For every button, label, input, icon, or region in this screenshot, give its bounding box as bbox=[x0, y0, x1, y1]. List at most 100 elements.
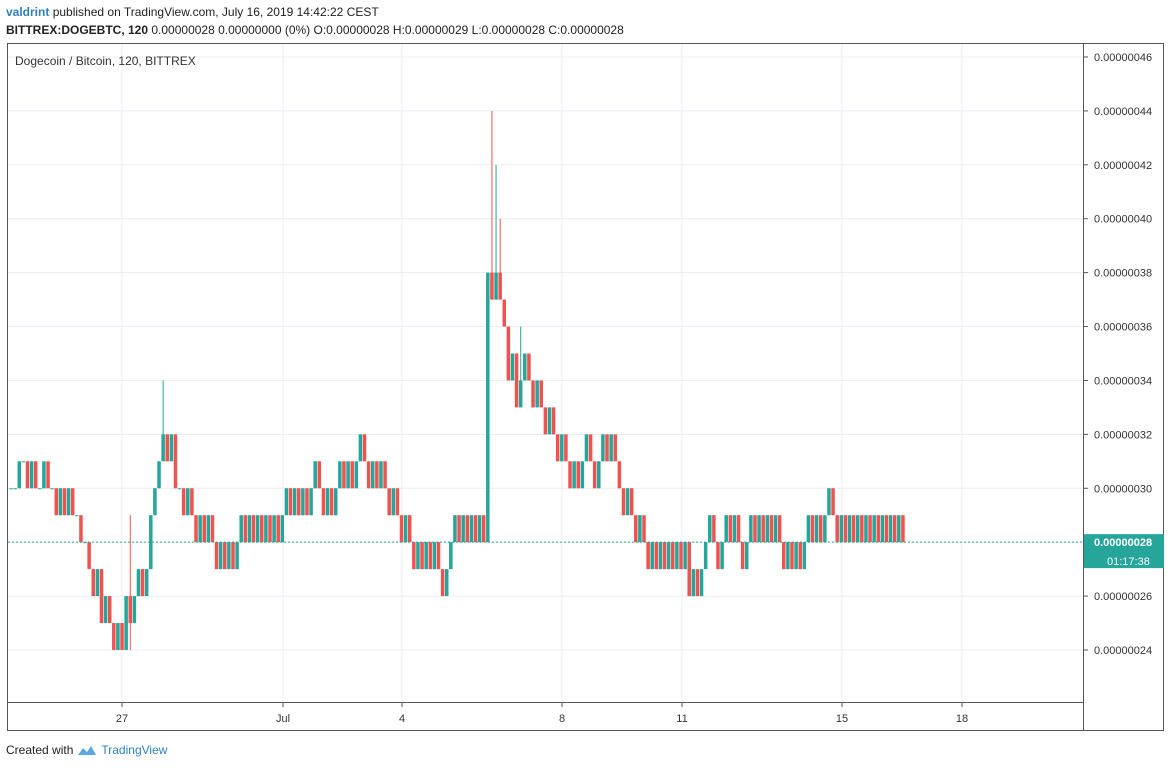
candle-body bbox=[638, 515, 642, 543]
candle-body bbox=[518, 380, 523, 408]
y-tick-label: 0.00000032 bbox=[1094, 429, 1152, 441]
candle-body bbox=[260, 515, 264, 543]
candle-body bbox=[646, 542, 650, 570]
x-tick-label: 15 bbox=[836, 713, 848, 725]
candle-body bbox=[605, 434, 609, 462]
candle-body bbox=[888, 515, 893, 543]
candle-body bbox=[572, 461, 576, 489]
candle-body bbox=[157, 461, 161, 489]
candle-body bbox=[576, 461, 581, 489]
candle-body bbox=[588, 434, 593, 462]
candle-body bbox=[33, 461, 38, 489]
candle-body bbox=[297, 488, 301, 516]
price-axis[interactable] bbox=[1084, 43, 1164, 731]
candle-body bbox=[350, 461, 354, 489]
candle-body bbox=[268, 515, 272, 543]
candle-body bbox=[412, 542, 416, 570]
candle-body bbox=[687, 542, 691, 597]
last-price-badge: 0.00000028 01:17:38 bbox=[1084, 534, 1164, 569]
candle-body bbox=[765, 515, 770, 543]
candle-body bbox=[420, 542, 424, 570]
candle-body bbox=[235, 542, 239, 570]
x-tick-label: 11 bbox=[676, 713, 687, 725]
candle-body bbox=[280, 515, 285, 543]
candle-body bbox=[54, 488, 59, 516]
candle-body bbox=[91, 569, 96, 597]
candle-body bbox=[428, 542, 433, 570]
candle-body bbox=[490, 272, 494, 300]
candle-body bbox=[679, 542, 683, 570]
candle-body bbox=[416, 542, 420, 570]
candle-body bbox=[251, 515, 256, 543]
chart-legend: Dogecoin / Bitcoin, 120, BITTREX bbox=[15, 54, 196, 68]
candle-body bbox=[407, 515, 412, 543]
time-axis[interactable] bbox=[7, 703, 1084, 731]
candle-body bbox=[831, 488, 835, 516]
candle-body bbox=[292, 488, 297, 516]
candle-body bbox=[740, 542, 745, 570]
candle-body bbox=[79, 515, 83, 543]
candle-body bbox=[551, 407, 556, 435]
x-tick-label: Jul bbox=[276, 713, 290, 725]
candle-body bbox=[498, 272, 502, 300]
candle-body bbox=[876, 515, 881, 543]
candle-body bbox=[798, 542, 802, 570]
candle-body bbox=[149, 515, 153, 570]
candle-body bbox=[223, 542, 227, 570]
author-link[interactable]: valdrint bbox=[6, 5, 50, 19]
candle-body bbox=[716, 542, 720, 570]
candle-body bbox=[66, 488, 71, 516]
candle-body bbox=[749, 515, 753, 543]
candle-body bbox=[769, 515, 774, 543]
candle-body bbox=[864, 515, 868, 543]
candle-body bbox=[169, 434, 174, 462]
candle-body bbox=[847, 515, 852, 543]
symbol-line: BITTREX:DOGEBTC, 120 0.00000028 0.000000… bbox=[6, 23, 624, 37]
candle-body bbox=[531, 380, 535, 408]
candle-body bbox=[708, 515, 712, 543]
candle-body bbox=[625, 488, 630, 516]
candle-body bbox=[675, 542, 679, 570]
candle-body bbox=[399, 515, 404, 543]
candle-body bbox=[683, 542, 687, 570]
candle-body bbox=[654, 542, 659, 570]
chart-pane[interactable] bbox=[7, 43, 1084, 703]
candle-body bbox=[609, 434, 613, 462]
candle-body bbox=[124, 596, 128, 650]
tradingview-logo-icon bbox=[77, 744, 97, 756]
candle-body bbox=[218, 542, 223, 570]
candle-body bbox=[477, 515, 482, 543]
candle-body bbox=[403, 515, 408, 543]
candle-body bbox=[777, 515, 782, 543]
candle-body bbox=[186, 488, 190, 516]
candle-body bbox=[629, 488, 634, 516]
x-tick-labels: 27 Jul 4 8 11 15 18 bbox=[116, 703, 968, 725]
candle-body bbox=[362, 434, 367, 462]
candle-body bbox=[46, 461, 50, 489]
candle-body bbox=[112, 623, 116, 650]
x-tick-label: 27 bbox=[116, 713, 128, 725]
candle-body bbox=[87, 542, 91, 570]
candle-body bbox=[481, 515, 486, 543]
candle-body bbox=[50, 488, 54, 490]
candle-body bbox=[70, 488, 75, 516]
candle-body bbox=[634, 515, 638, 543]
candle-body bbox=[855, 515, 860, 543]
x-tick-label: 8 bbox=[559, 713, 565, 725]
candle-body bbox=[794, 542, 798, 570]
candle-body bbox=[621, 488, 626, 516]
candle-body bbox=[383, 461, 387, 489]
candle-body bbox=[301, 488, 305, 516]
candle-body bbox=[264, 515, 268, 543]
candle-body bbox=[802, 542, 807, 570]
candle-body bbox=[823, 515, 827, 543]
candle-body bbox=[325, 488, 330, 516]
candle-body bbox=[453, 515, 457, 543]
candle-body bbox=[58, 488, 63, 516]
candle-body bbox=[161, 434, 165, 462]
candle-body bbox=[42, 461, 46, 489]
candle-body bbox=[860, 515, 864, 543]
tradingview-brand[interactable]: TradingView bbox=[101, 743, 168, 757]
candle-body bbox=[395, 488, 400, 516]
candle-body bbox=[666, 542, 671, 570]
